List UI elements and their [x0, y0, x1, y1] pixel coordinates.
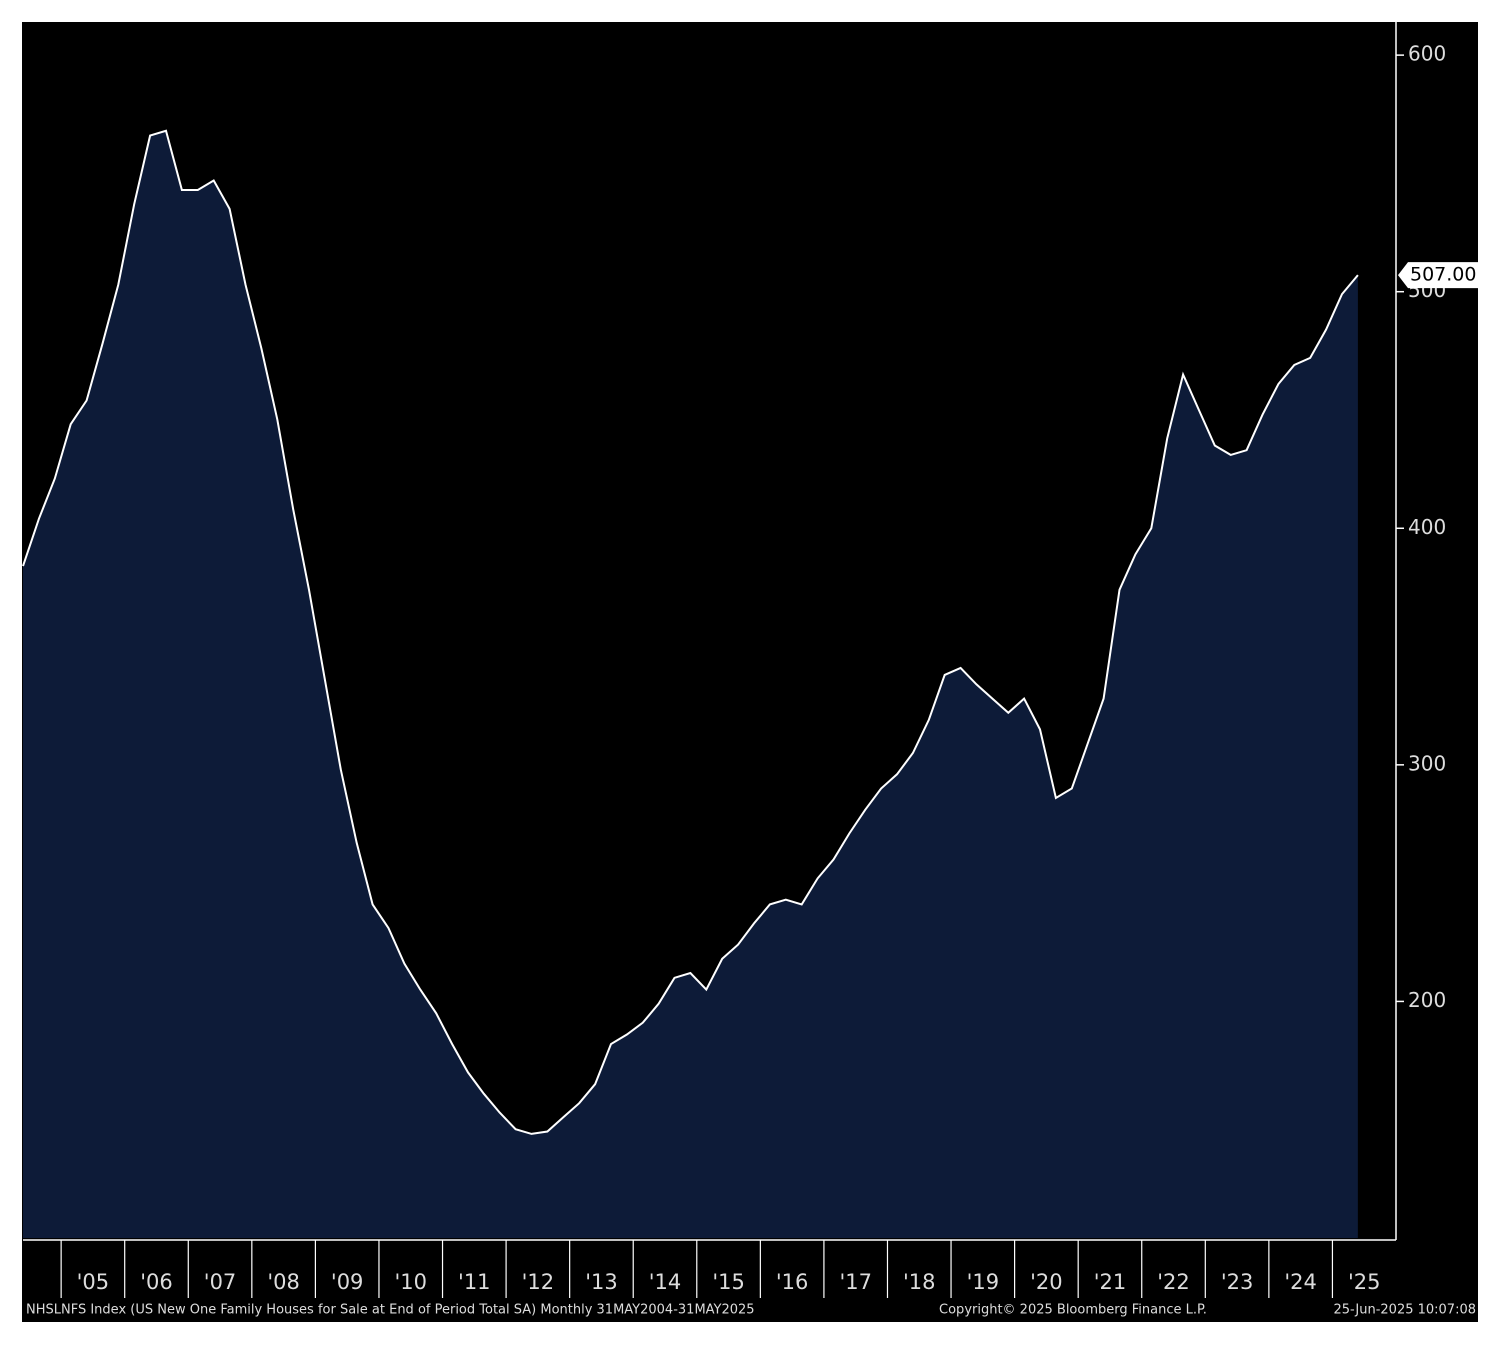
x-tick-label: '24: [1284, 1270, 1317, 1294]
x-tick-label: '09: [331, 1270, 364, 1294]
x-tick-label: '10: [394, 1270, 427, 1294]
y-tick-label: 400: [1408, 515, 1446, 539]
x-tick-label: '07: [204, 1270, 237, 1294]
x-tick-label: '16: [776, 1270, 809, 1294]
footer-description: NHSLNFS Index (US New One Family Houses …: [26, 1303, 755, 1318]
x-tick-label: '25: [1348, 1270, 1381, 1294]
x-tick-label: '06: [140, 1270, 173, 1294]
x-tick-label: '08: [267, 1270, 300, 1294]
x-tick-label: '17: [839, 1270, 872, 1294]
x-tick-label: '21: [1094, 1270, 1127, 1294]
x-tick-label: '14: [649, 1270, 682, 1294]
line: [22, 129, 1359, 1135]
x-tick-label: '12: [522, 1270, 555, 1294]
y-tick-label: 300: [1408, 751, 1446, 775]
footer-timestamp: 25-Jun-2025 10:07:08: [1333, 1303, 1476, 1318]
x-tick-label: '19: [967, 1270, 1000, 1294]
y-tick-label: 200: [1408, 988, 1446, 1012]
footer-copyright: Copyright© 2025 Bloomberg Finance L.P.: [939, 1303, 1207, 1318]
x-tick-label: '20: [1030, 1270, 1063, 1294]
x-tick-label: '13: [585, 1270, 618, 1294]
x-tick-label: '22: [1157, 1270, 1190, 1294]
x-tick-label: '11: [458, 1270, 491, 1294]
last-value-label: 507.00: [1410, 264, 1476, 286]
x-tick-label: '05: [77, 1270, 110, 1294]
y-tick-label: 600: [1408, 42, 1446, 66]
x-tick-label: '23: [1221, 1270, 1254, 1294]
x-tick-label: '18: [903, 1270, 936, 1294]
last-value-tag: [1398, 262, 1478, 289]
x-tick-label: '15: [712, 1270, 745, 1294]
area: [23, 130, 1358, 1238]
